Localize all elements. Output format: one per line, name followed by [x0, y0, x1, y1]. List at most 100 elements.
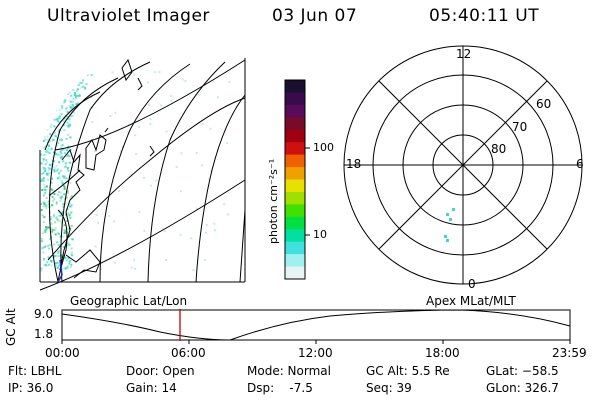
auroral-pixel: [66, 111, 69, 114]
colorbar-band: [285, 142, 305, 156]
mlt-label-6: 6: [576, 157, 584, 171]
auroral-pixel: [57, 255, 60, 258]
auroral-pixel: [65, 106, 68, 109]
auroral-pixel: [48, 105, 51, 108]
auroral-pixel: [47, 200, 50, 203]
map-gridlines: [39, 58, 246, 291]
auroral-pixel: [40, 267, 43, 270]
auroral-pixel: [51, 230, 54, 233]
auroral-pixel: [42, 168, 45, 171]
auroral-pixel: [60, 148, 63, 151]
auroral-pixel: [65, 138, 68, 140]
auroral-pixel: [67, 257, 70, 259]
auroral-pixel: [67, 133, 69, 136]
auroral-pixel: [48, 152, 51, 155]
auroral-pixel: [57, 243, 60, 246]
auroral-pixel: [66, 124, 69, 127]
auroral-pixel: [42, 201, 45, 204]
auroral-pixel: [67, 125, 70, 128]
auroral-pixel: [55, 144, 58, 147]
auroral-pixel: [99, 267, 102, 270]
auroral-pixel: [135, 153, 138, 156]
auroral-pixel: [67, 147, 69, 150]
auroral-pixel: [82, 71, 84, 74]
auroral-pixel: [72, 89, 75, 91]
auroral-pixel: [59, 214, 62, 217]
info-seq: Seq: 39: [366, 381, 412, 395]
info-ip: IP: 36.0: [8, 381, 54, 395]
auroral-pixel: [62, 203, 65, 206]
date-label: 03 Jun 07: [272, 6, 358, 26]
auroral-pixel: [60, 139, 63, 142]
colorbar-tick-100: 100: [313, 141, 334, 154]
auroral-pixel: [73, 70, 76, 73]
auroral-pixel: [70, 252, 73, 255]
polar-plot: [343, 45, 583, 285]
auroral-pixel: [59, 199, 62, 202]
auroral-pixel: [61, 212, 64, 215]
auroral-pixel: [154, 71, 157, 74]
auroral-pixel: [42, 251, 45, 254]
auroral-pixel: [58, 91, 61, 94]
auroral-pixel: [59, 196, 61, 199]
auroral-pixel: [55, 201, 58, 204]
auroral-pixel: [61, 105, 64, 108]
auroral-pixel: [57, 142, 60, 144]
auroral-pixel: [84, 87, 87, 90]
auroral-pixel: [165, 259, 168, 261]
auroral-pixel: [72, 111, 75, 114]
auroral-pixel: [51, 196, 54, 199]
colorbar-band: [285, 266, 305, 280]
auroral-pixel: [68, 104, 71, 107]
auroral-pixel: [60, 221, 63, 224]
auroral-pixel: [67, 154, 70, 157]
auroral-pixel: [50, 114, 53, 117]
auroral-pixel: [44, 186, 46, 188]
auroral-pixel: [41, 135, 44, 138]
auroral-pixel: [43, 127, 46, 130]
auroral-pixel: [55, 170, 58, 172]
auroral-pixel: [69, 205, 72, 208]
auroral-pixel: [40, 240, 43, 243]
auroral-pixel: [44, 231, 47, 234]
auroral-pixel: [69, 136, 72, 139]
auroral-pixel: [64, 267, 67, 270]
auroral-pixel: [46, 174, 49, 177]
auroral-pixel: [60, 219, 63, 222]
auroral-pixel: [43, 135, 46, 138]
auroral-pixel: [97, 222, 99, 225]
auroral-pixel: [47, 138, 50, 141]
auroral-pixel: [53, 243, 56, 246]
auroral-pixel: [201, 164, 203, 167]
auroral-pixel: [58, 211, 61, 214]
auroral-pixel: [70, 211, 73, 214]
auroral-pixel: [44, 126, 47, 128]
auroral-pixel: [64, 165, 67, 168]
auroral-pixel: [50, 125, 53, 128]
auroral-pixel: [47, 120, 50, 123]
polar-auroral-pixel: [444, 235, 447, 238]
auroral-pixel: [45, 244, 48, 247]
auroral-pixel: [40, 209, 43, 211]
auroral-pixel: [68, 76, 71, 79]
auroral-pixel: [58, 264, 61, 267]
auroral-pixel: [47, 203, 50, 206]
auroral-pixel: [133, 259, 135, 262]
auroral-pixel: [55, 165, 58, 167]
auroral-pixel: [61, 143, 64, 146]
auroral-pixel: [44, 170, 47, 173]
auroral-pixel: [66, 121, 69, 124]
auroral-pixel: [59, 117, 61, 120]
auroral-pixel: [41, 232, 44, 235]
auroral-pixel: [53, 214, 55, 217]
auroral-pixel: [85, 83, 88, 86]
apex-caption: Apex MLat/MLT: [426, 294, 516, 308]
auroral-pixel: [61, 182, 64, 184]
colorbar-band: [285, 92, 305, 106]
auroral-pixel: [66, 190, 69, 193]
auroral-pixel: [45, 197, 48, 199]
auroral-pixel: [40, 133, 43, 135]
auroral-pixel: [43, 245, 46, 248]
auroral-pixel: [226, 142, 229, 144]
auroral-pixel: [70, 94, 73, 97]
